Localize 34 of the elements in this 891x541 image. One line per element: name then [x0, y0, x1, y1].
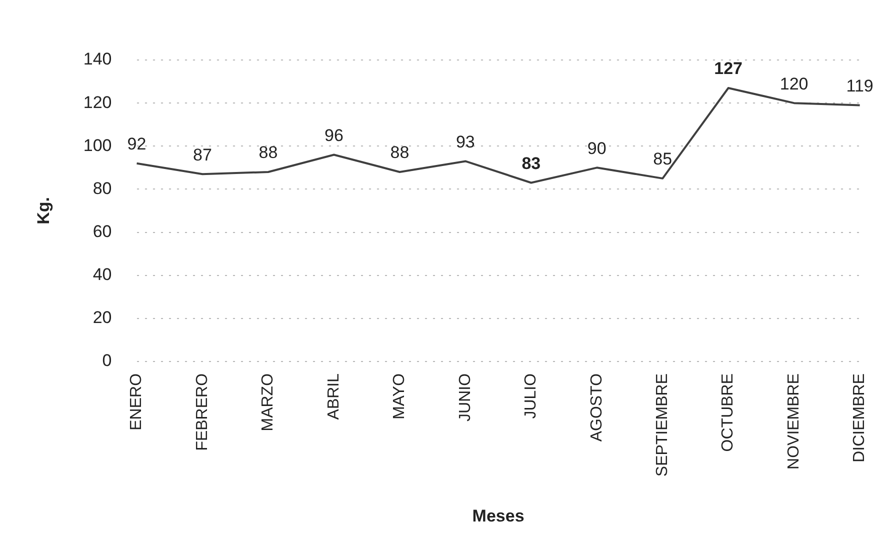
y-tick-label: 100 [83, 136, 112, 155]
x-tick-label: JULIO [522, 373, 540, 419]
data-label: 88 [390, 143, 410, 162]
x-tick-label: MARZO [260, 373, 277, 432]
data-label: 93 [456, 132, 475, 152]
y-tick-label: 80 [92, 178, 112, 198]
x-tick-label: ABRIL [325, 373, 342, 420]
x-axis-title: Meses [472, 506, 524, 526]
x-tick-label: DICIEMBRE [851, 373, 868, 462]
x-tick-label: ENERO [128, 373, 146, 430]
x-tick-label: AGOSTO [588, 373, 606, 442]
x-tick-label: FEBRERO [194, 373, 211, 451]
y-tick-label: 40 [92, 265, 112, 284]
data-label: 119 [846, 76, 874, 96]
data-label: 83 [522, 154, 541, 173]
data-label: 92 [127, 134, 146, 154]
y-tick-label: 20 [92, 308, 112, 328]
y-tick-label: 140 [83, 50, 112, 69]
data-label: 90 [587, 138, 606, 158]
x-tick-label: JUNIO [456, 373, 474, 422]
x-tick-label: OCTUBRE [720, 373, 737, 452]
y-tick-label: 0 [102, 351, 112, 370]
data-label: 88 [258, 143, 278, 162]
data-label: 87 [193, 145, 212, 164]
data-label: 96 [324, 126, 344, 145]
data-label: 127 [714, 59, 743, 78]
x-tick-label: NOVIEMBRE [785, 373, 802, 470]
y-tick-label: 60 [92, 222, 112, 241]
data-label: 85 [653, 150, 672, 169]
x-tick-label: SEPTIEMBRE [654, 373, 672, 477]
data-label: 120 [780, 74, 808, 94]
y-tick-label: 120 [83, 92, 112, 112]
x-tick-label: MAYO [391, 373, 408, 420]
y-axis-title: Kg. [34, 197, 53, 224]
